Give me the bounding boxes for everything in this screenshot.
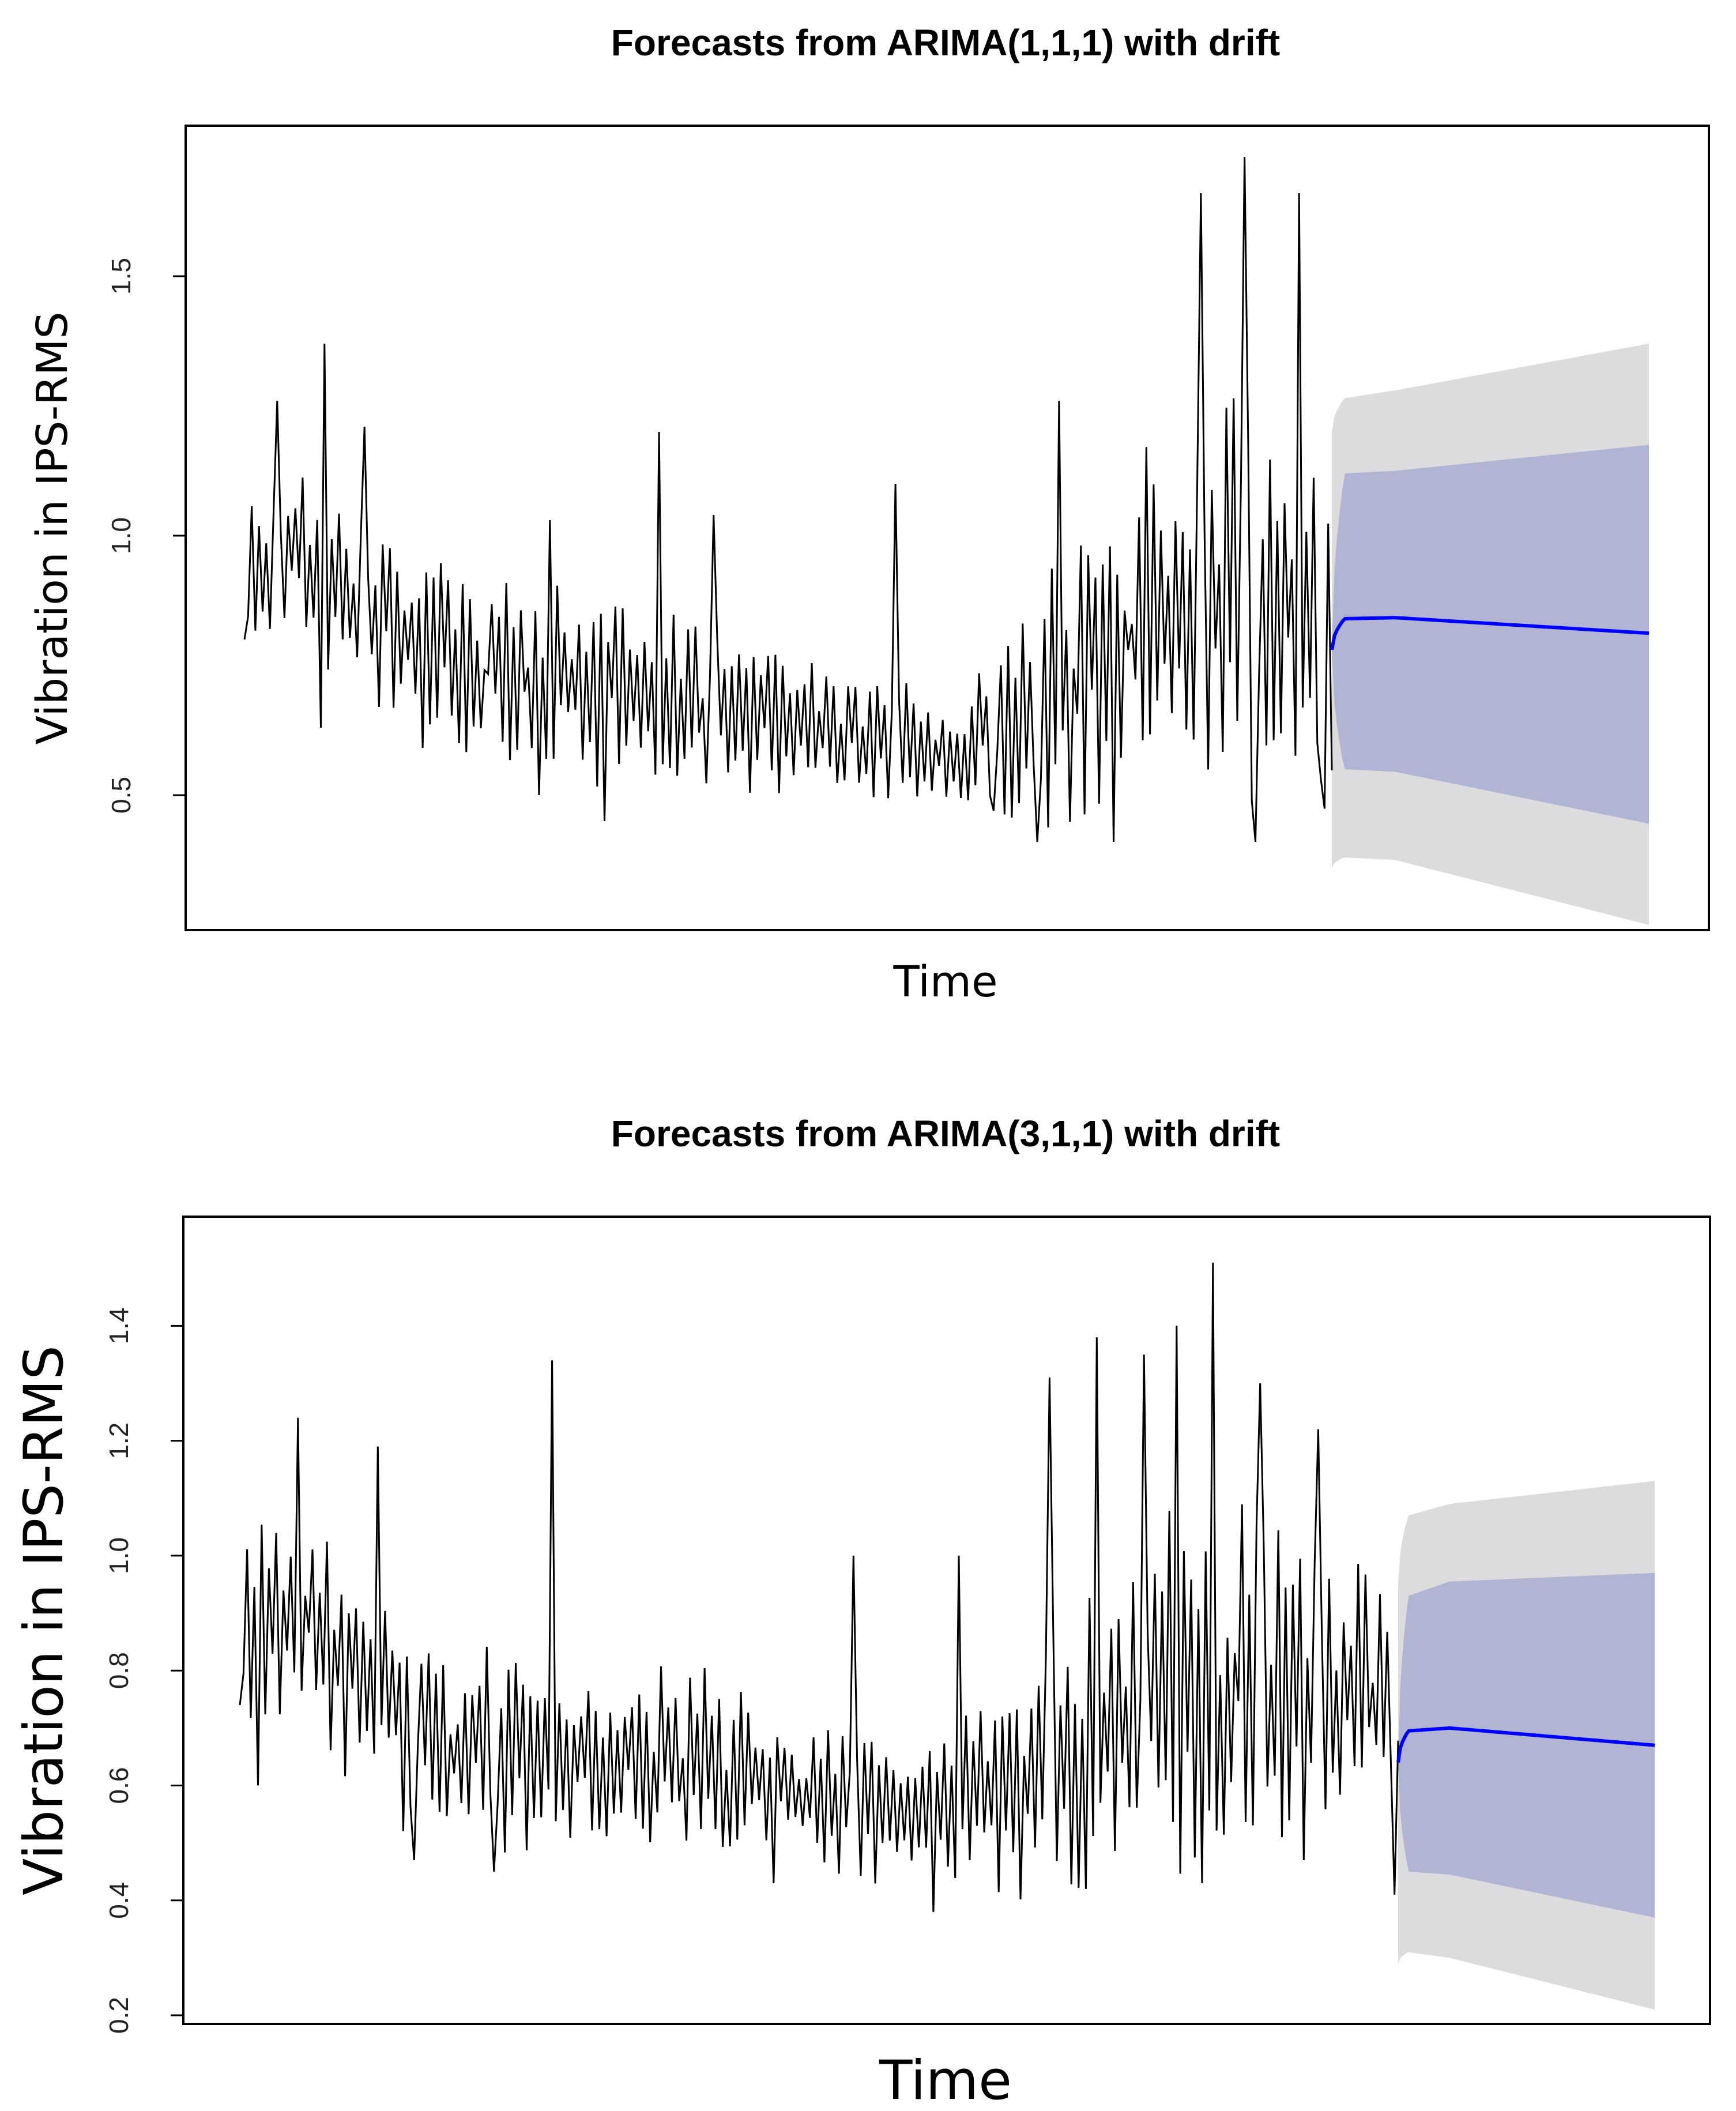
forecast-bands bbox=[1332, 344, 1649, 925]
series-history bbox=[243, 156, 1333, 842]
forecast-mean-line bbox=[1330, 616, 1650, 650]
y-tick-label: 1.0 bbox=[106, 517, 136, 554]
y-axis: 0.5 1.0 1.5 bbox=[106, 258, 187, 814]
forecast-bands bbox=[1398, 1481, 1655, 2010]
y-axis-label: Vibration in IPS-RMS bbox=[28, 312, 77, 745]
chart-title: Forecasts from ARIMA(1,1,1) with drift bbox=[611, 22, 1280, 63]
y-tick-label: 0.5 bbox=[106, 777, 136, 814]
y-tick-label: 0.2 bbox=[104, 1997, 134, 2034]
y-tick-label: 1.2 bbox=[104, 1423, 134, 1459]
y-tick-label: 0.4 bbox=[104, 1882, 134, 1919]
y-tick-label: 1.4 bbox=[104, 1307, 134, 1344]
series-layer bbox=[239, 1262, 1655, 1912]
series-history bbox=[239, 1262, 1399, 1912]
forecast-mean-line bbox=[1396, 1726, 1655, 1763]
band-80 bbox=[1398, 1572, 1655, 1918]
band-80 bbox=[1332, 445, 1649, 824]
series-layer bbox=[243, 156, 1650, 842]
chart-arima-111: Forecasts from ARIMA(1,1,1) with drift 0… bbox=[28, 22, 1710, 1007]
chart-arima-311: Forecasts from ARIMA(3,1,1) with drift 0… bbox=[13, 1113, 1711, 2111]
x-axis-label: Time bbox=[879, 2049, 1012, 2111]
y-tick-label: 0.6 bbox=[104, 1767, 134, 1804]
y-axis-label: Vibration in IPS-RMS bbox=[13, 1345, 76, 1895]
y-tick-label: 0.8 bbox=[104, 1652, 134, 1689]
chart-title: Forecasts from ARIMA(3,1,1) with drift bbox=[611, 1113, 1280, 1154]
x-axis-label: Time bbox=[893, 957, 997, 1007]
y-tick-label: 1.0 bbox=[104, 1537, 134, 1574]
y-tick-label: 1.5 bbox=[106, 258, 136, 295]
y-axis: 0.2 0.4 0.6 0.8 1.0 1.2 1.4 bbox=[104, 1307, 184, 2034]
